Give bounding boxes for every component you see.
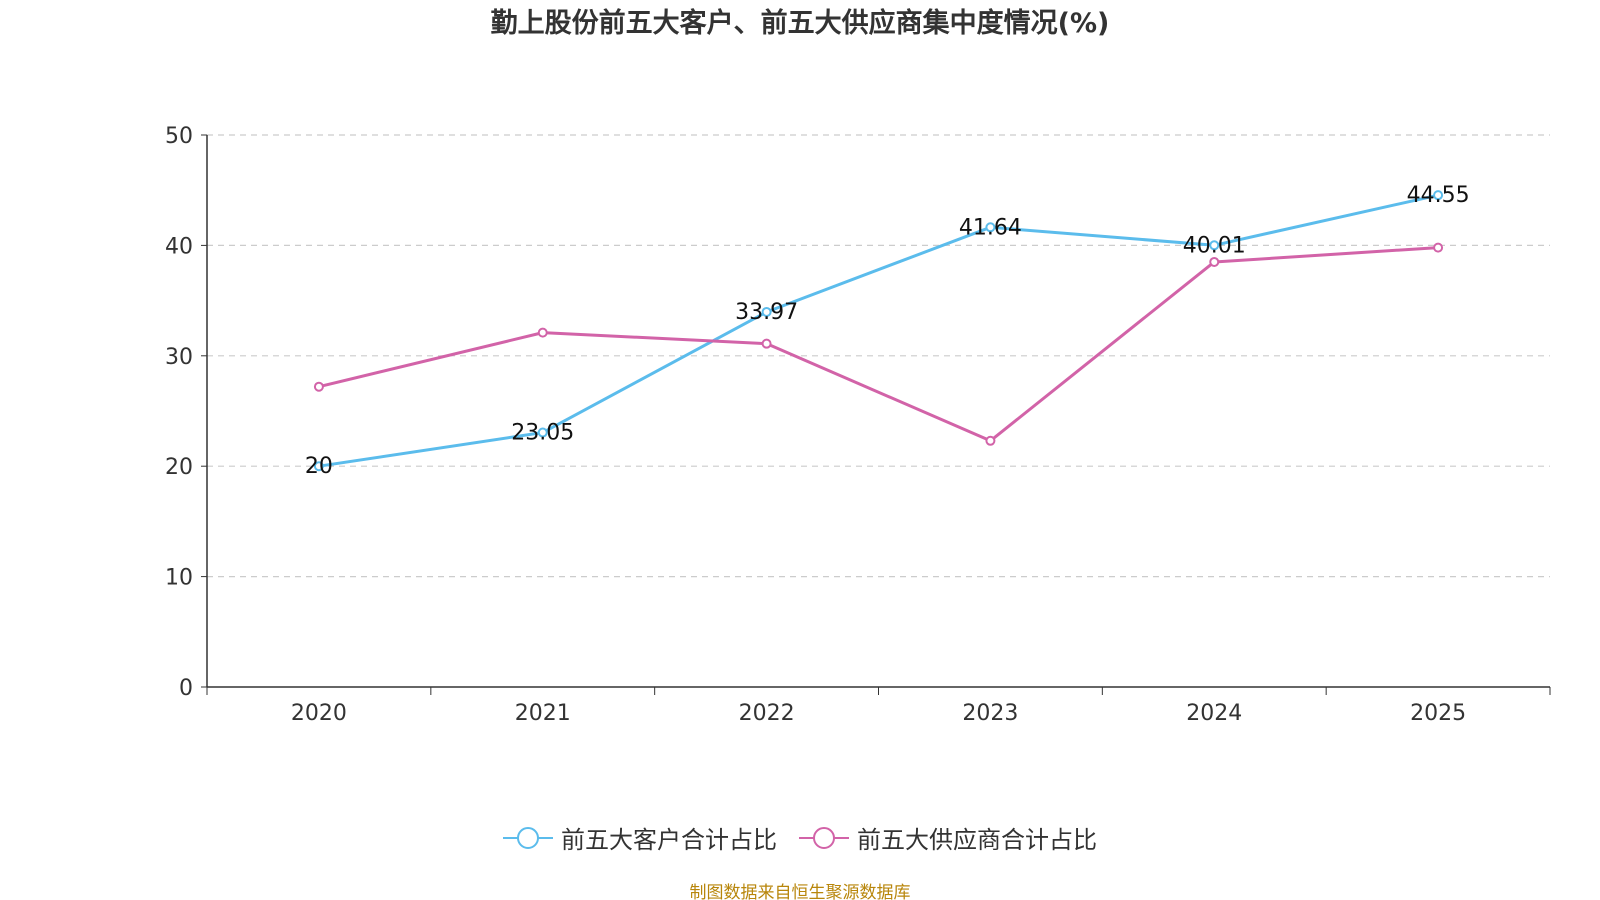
data-label: 23.05 [511, 421, 574, 446]
legend-label-suppliers: 前五大供应商合计占比 [857, 826, 1097, 854]
data-point-1 [985, 435, 996, 446]
data-point-1 [761, 338, 772, 349]
y-tick-label: 0 [179, 676, 193, 701]
y-tick-label: 10 [165, 566, 193, 591]
data-label: 44.55 [1407, 183, 1470, 208]
legend: 前五大客户合计占比 前五大供应商合计占比 [0, 820, 1600, 855]
y-tick-label: 50 [165, 124, 193, 149]
data-point-1 [537, 327, 548, 338]
x-tick-label: 2024 [1186, 701, 1242, 726]
series-line-1 [318, 246, 1439, 443]
data-point-1 [1209, 256, 1220, 267]
x-tick-label: 2025 [1410, 701, 1466, 726]
chart-title: 勤上股份前五大客户、前五大供应商集中度情况(%) [490, 8, 1110, 39]
x-tick-label: 2020 [291, 701, 347, 726]
data-point-0 [537, 427, 548, 438]
legend-label-customers: 前五大客户合计占比 [561, 826, 777, 854]
data-point-1 [313, 381, 324, 392]
data-label: 40.01 [1183, 233, 1246, 258]
legend-marker-suppliers-icon [799, 826, 849, 849]
legend-item-customers[interactable]: 前五大客户合计占比 [503, 820, 777, 855]
data-label: 41.64 [959, 215, 1022, 240]
data-point-0 [761, 306, 772, 317]
source-note: 制图数据来自恒生聚源数据库 [689, 883, 911, 900]
data-point-1 [1433, 242, 1444, 253]
legend-marker-customers-icon [503, 826, 553, 849]
data-point-0 [985, 222, 996, 233]
y-tick-label: 30 [165, 345, 193, 370]
data-point-0 [1433, 190, 1444, 201]
data-label: 33.97 [735, 300, 798, 325]
x-tick-label: 2022 [739, 701, 795, 726]
data-point-0 [1209, 240, 1220, 251]
series-line-0 [318, 193, 1439, 468]
data-label: 20 [305, 454, 333, 479]
x-tick-label: 2021 [515, 701, 571, 726]
y-tick-label: 40 [165, 234, 193, 259]
data-point-0 [313, 461, 324, 472]
legend-item-suppliers[interactable]: 前五大供应商合计占比 [799, 820, 1097, 855]
y-tick-label: 20 [165, 455, 193, 480]
x-tick-label: 2023 [962, 701, 1018, 726]
